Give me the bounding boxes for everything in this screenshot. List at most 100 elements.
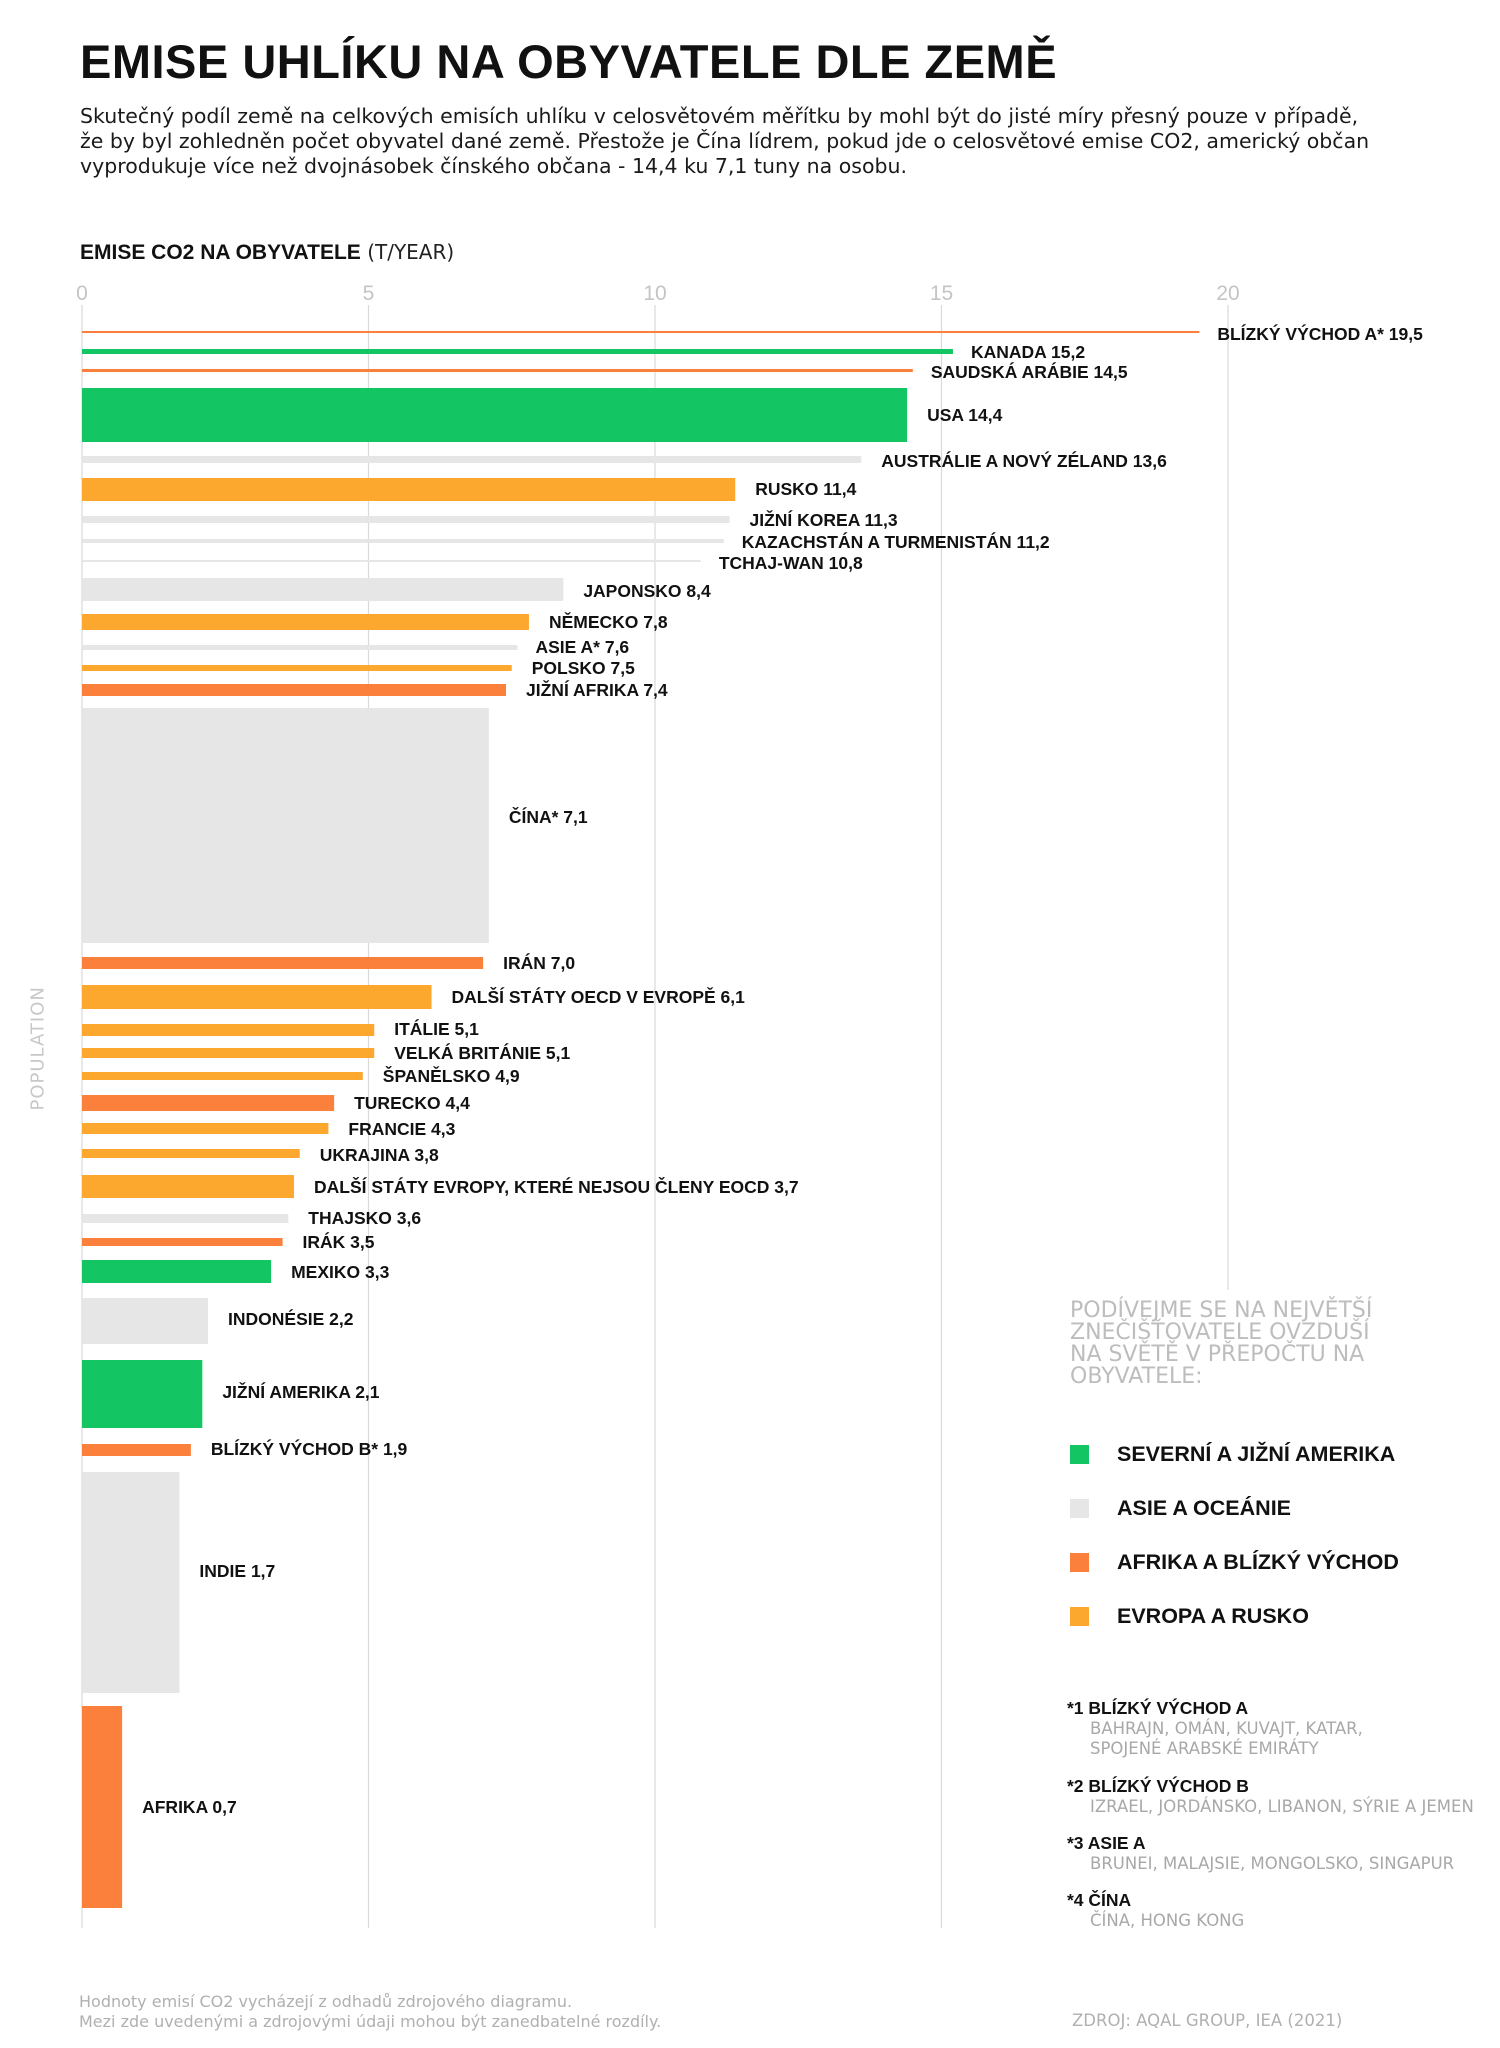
bar-data-label: ČÍNA* 7,1 xyxy=(509,806,588,827)
bar-data-label: UKRAJINA 3,8 xyxy=(320,1145,439,1165)
bar xyxy=(82,1048,375,1058)
bar-data-label: KAZACHSTÁN A TURMENISTÁN 11,2 xyxy=(742,531,1050,552)
footer-line: Hodnoty emisí CO2 vycházejí z odhadů zdr… xyxy=(79,1992,573,2011)
bar xyxy=(82,1123,329,1134)
bar xyxy=(82,708,489,943)
bar xyxy=(82,1149,300,1158)
bar xyxy=(82,478,736,501)
bar-data-label: ITÁLIE 5,1 xyxy=(394,1018,479,1039)
bar-data-label: JIŽNÍ KOREA 11,3 xyxy=(749,509,897,530)
bar xyxy=(82,665,512,671)
footnote-line: SPOJENÉ ARABSKÉ EMIRÁTY xyxy=(1090,1739,1319,1758)
bar xyxy=(82,1238,283,1246)
bar-data-label: BLÍZKÝ VÝCHOD A* 19,5 xyxy=(1217,323,1423,344)
footnote-body: BRUNEI, MALAJSIE, MONGOLSKO, SINGAPUR xyxy=(1090,1854,1454,1874)
legend-label-americas: SEVERNÍ A JIŽNÍ AMERIKA xyxy=(1117,1441,1396,1466)
footnote-line: ČÍNA, HONG KONG xyxy=(1090,1911,1245,1930)
x-tick-label: 0 xyxy=(76,282,88,305)
legend-item-americas: SEVERNÍ A JIŽNÍ AMERIKA xyxy=(1070,1442,1395,1466)
bar-data-label: JIŽNÍ AMERIKA 2,1 xyxy=(222,1381,379,1402)
footnote-title: *3 ASIE A xyxy=(1067,1833,1146,1853)
bar xyxy=(82,1214,289,1223)
bar-data-label: NĚMECKO 7,8 xyxy=(549,611,668,632)
footnote-middle-east-a: *1 BLÍZKÝ VÝCHOD A BAHRAJN, OMÁN, KUVAJT… xyxy=(1067,1698,1363,1759)
footer-note: Hodnoty emisí CO2 vycházejí z odhadů zdr… xyxy=(79,1992,661,2032)
bar-data-label: THAJSKO 3,6 xyxy=(308,1208,421,1228)
bar xyxy=(82,1024,375,1036)
bar-chart: 0 5 10 15 20 BLÍZKÝ VÝCHOD A* 19,5 KANADA 15,2… xyxy=(76,282,1423,1928)
legend-item-asia: ASIE A OCEÁNIE xyxy=(1070,1496,1291,1520)
bar xyxy=(82,1360,203,1428)
footnote-asia-a: *3 ASIE A BRUNEI, MALAJSIE, MONGOLSKO, S… xyxy=(1067,1833,1454,1874)
legend-label-africa: AFRIKA A BLÍZKÝ VÝCHOD xyxy=(1117,1549,1399,1574)
bar xyxy=(82,985,432,1009)
bar-data-label: FRANCIE 4,3 xyxy=(348,1119,455,1139)
legend-label-europe: EVROPA A RUSKO xyxy=(1117,1603,1309,1628)
bar xyxy=(82,456,862,463)
bar-data-label: DALŠÍ STÁTY OECD V EVROPĚ 6,1 xyxy=(452,986,746,1007)
bar xyxy=(82,1298,209,1344)
source-credit: ZDROJ: AQAL GROUP, IEA (2021) xyxy=(1072,2011,1343,2030)
bar xyxy=(82,957,484,969)
bar xyxy=(82,560,701,562)
bar xyxy=(82,388,908,442)
bar xyxy=(82,645,518,650)
bar xyxy=(82,1072,363,1080)
bar-data-label: MEXIKO 3,3 xyxy=(291,1262,389,1282)
bar-data-label: IRÁK 3,5 xyxy=(303,1231,375,1252)
footnote-line: IZRAEL, JORDÁNSKO, LIBANON, SÝRIE A JEME… xyxy=(1090,1797,1474,1816)
bar-data-label: TURECKO 4,4 xyxy=(354,1093,470,1113)
footnote-title: *1 BLÍZKÝ VÝCHOD A xyxy=(1067,1698,1249,1718)
footnote-title: *2 BLÍZKÝ VÝCHOD B xyxy=(1067,1776,1249,1796)
x-tick-label: 10 xyxy=(643,282,666,305)
bar-data-label: AUSTRÁLIE A NOVÝ ZÉLAND 13,6 xyxy=(881,450,1167,471)
bar-data-label: VELKÁ BRITÁNIE 5,1 xyxy=(394,1042,570,1063)
axis-title: EMISE CO2 NA OBYVATELE (T/YEAR) xyxy=(80,240,454,265)
axis-title-unit: (T/YEAR) xyxy=(367,240,455,264)
footnote-body: ČÍNA, HONG KONG xyxy=(1090,1911,1244,1931)
x-tick-label: 20 xyxy=(1216,282,1239,305)
footnote-title: *4 ČÍNA xyxy=(1067,1890,1132,1910)
bar-data-label: INDONÉSIE 2,2 xyxy=(228,1308,354,1329)
bar xyxy=(82,1444,191,1456)
legend-label-asia: ASIE A OCEÁNIE xyxy=(1117,1495,1292,1520)
footnote-line: BRUNEI, MALAJSIE, MONGOLSKO, SINGAPUR xyxy=(1090,1854,1455,1873)
footer-line: Mezi zde uvedenými a zdrojovými údaji mo… xyxy=(79,2012,662,2031)
bar-data-label: DALŠÍ STÁTY EVROPY, KTERÉ NEJSOU ČLENY E… xyxy=(314,1176,799,1197)
bar xyxy=(82,1260,272,1283)
x-tick-label: 5 xyxy=(363,282,375,305)
bar-data-label: RUSKO 11,4 xyxy=(755,479,856,499)
bar xyxy=(82,1472,180,1693)
bar xyxy=(82,516,730,523)
bar-data-label: AFRIKA 0,7 xyxy=(142,1797,237,1817)
bar xyxy=(82,684,507,696)
bar xyxy=(82,578,564,601)
footnote-body: IZRAEL, JORDÁNSKO, LIBANON, SÝRIE A JEME… xyxy=(1090,1797,1474,1817)
bar xyxy=(82,369,913,372)
bar-data-label: SAUDSKÁ ARÁBIE 14,5 xyxy=(931,361,1128,382)
bar-data-label: ASIE A* 7,6 xyxy=(535,637,629,657)
bar-data-label: USA 14,4 xyxy=(927,405,1002,425)
legend-item-europe: EVROPA A RUSKO xyxy=(1070,1604,1309,1628)
footnote-body: BAHRAJN, OMÁN, KUVAJT, KATAR, SPOJENÉ AR… xyxy=(1090,1719,1363,1759)
bar-data-label: TCHAJ-WAN 10,8 xyxy=(719,553,863,573)
bar xyxy=(82,539,724,543)
legend-swatch-africa xyxy=(1070,1552,1089,1572)
bar-data-label: JIŽNÍ AFRIKA 7,4 xyxy=(526,679,668,700)
bar-data-label: IRÁN 7,0 xyxy=(503,952,575,973)
bar xyxy=(82,331,1200,333)
bar-data-label: BLÍZKÝ VÝCHOD B* 1,9 xyxy=(211,1438,408,1459)
footnote-china: *4 ČÍNA ČÍNA, HONG KONG xyxy=(1067,1890,1244,1931)
bar-data-label: KANADA 15,2 xyxy=(971,342,1085,362)
footnote-line: BAHRAJN, OMÁN, KUVAJT, KATAR, xyxy=(1090,1719,1363,1738)
bar xyxy=(82,614,529,630)
legend-intro: PODÍVEJME SE NA NEJVĚTŠÍ ZNEČIŠŤOVATELE … xyxy=(1070,1298,1373,1389)
legend-swatch-europe xyxy=(1070,1606,1089,1626)
page-title: EMISE UHLÍKU NA OBYVATELE DLE ZEMĚ xyxy=(80,35,1058,88)
bar-data-label: JAPONSKO 8,4 xyxy=(583,581,711,601)
subtitle: Skutečný podíl země na celkových emisích… xyxy=(80,104,1370,178)
bar xyxy=(82,1175,295,1198)
bar-data-label: ŠPANĚLSKO 4,9 xyxy=(383,1065,520,1086)
bar xyxy=(82,1095,335,1111)
legend-item-africa: AFRIKA A BLÍZKÝ VÝCHOD xyxy=(1070,1550,1399,1574)
